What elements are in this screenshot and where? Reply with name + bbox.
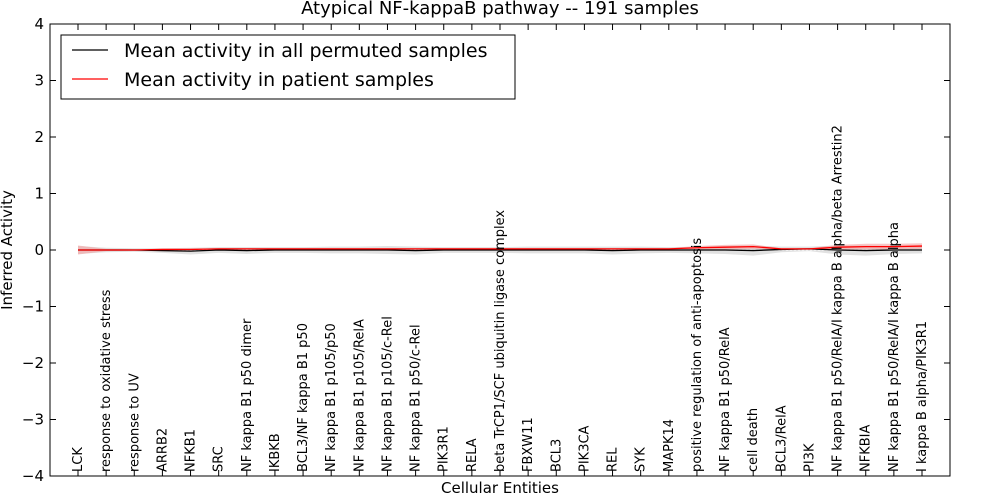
y-tick-label: 4 xyxy=(34,15,44,33)
series-line-patient xyxy=(78,245,923,251)
entity-label: positive regulation of anti-apoptosis xyxy=(690,238,705,472)
entity-label: NF kappa B1 p105/RelA xyxy=(352,319,367,472)
entity-label: beta TrCP1/SCF ubiquitin ligase complex xyxy=(493,210,508,472)
entity-label: PIK3R1 xyxy=(437,426,452,472)
plot-area xyxy=(78,243,923,256)
entity-label: I kappa B alpha/PIK3R1 xyxy=(915,321,930,472)
entity-label: cell death xyxy=(746,408,761,472)
legend-label-patient: Mean activity in patient samples xyxy=(124,69,434,91)
axis-ticks: −4 −3 −2 −1 0 1 2 3 4 xyxy=(22,15,950,485)
entity-label: ARRB2 xyxy=(155,428,170,472)
entity-labels: LCK response to oxidative stress response … xyxy=(71,125,930,472)
entity-label: NF kappa B1 p50 dimer xyxy=(240,318,255,472)
entity-label: NF kappa B1 p50/RelA/I kappa B alpha/bet… xyxy=(831,125,846,472)
entity-label: NF kappa B1 p105/p50 xyxy=(324,323,339,472)
entity-label: FBXW11 xyxy=(521,417,536,472)
entity-label: BCL3 xyxy=(549,439,564,472)
entity-label: LCK xyxy=(71,447,86,472)
legend-label-permuted: Mean activity in all permuted samples xyxy=(124,40,487,62)
y-tick-label: 3 xyxy=(34,72,44,90)
entity-label: NF kappa B1 p50/c-Rel xyxy=(409,324,424,472)
entity-label: NF kappa B1 p50/RelA xyxy=(718,327,733,472)
entity-label: REL xyxy=(606,447,621,472)
entity-label: BCL3/NF kappa B1 p50 xyxy=(296,323,311,472)
entity-label: PI3K xyxy=(802,443,817,472)
y-tick-label: 2 xyxy=(34,128,44,146)
entity-label: SYK xyxy=(634,447,649,472)
entity-label: IKBKB xyxy=(268,433,283,472)
legend-box xyxy=(60,34,516,100)
entity-label: BCL3/RelA xyxy=(774,405,789,472)
y-axis-title: Inferred Activity xyxy=(0,190,16,310)
legend: Mean activity in all permuted samples Me… xyxy=(60,34,516,100)
y-tick-label: −1 xyxy=(22,298,44,316)
chart-title: Atypical NF-kappaB pathway -- 191 sample… xyxy=(301,0,699,19)
entity-label: RELA xyxy=(465,438,480,472)
entity-label: response to UV xyxy=(127,373,142,472)
entity-label: PIK3CA xyxy=(577,425,592,472)
x-axis-title: Cellular Entities xyxy=(441,479,559,497)
entity-label: NF kappa B1 p105/c-Rel xyxy=(380,316,395,472)
y-tick-label: −3 xyxy=(22,411,44,429)
entity-label: SRC xyxy=(212,446,227,472)
entity-label: NF kappa B1 p50/RelA/I kappa B alpha xyxy=(887,222,902,472)
entity-label: NFKB1 xyxy=(184,429,199,472)
y-tick-label: −2 xyxy=(22,354,44,372)
entity-label: response to oxidative stress xyxy=(99,289,114,472)
entity-label: NFKBIA xyxy=(859,425,874,472)
y-tick-label: 0 xyxy=(34,241,44,259)
y-tick-label: 1 xyxy=(34,185,44,203)
entity-label: MAPK14 xyxy=(662,419,677,472)
y-tick-label: −4 xyxy=(22,467,44,485)
